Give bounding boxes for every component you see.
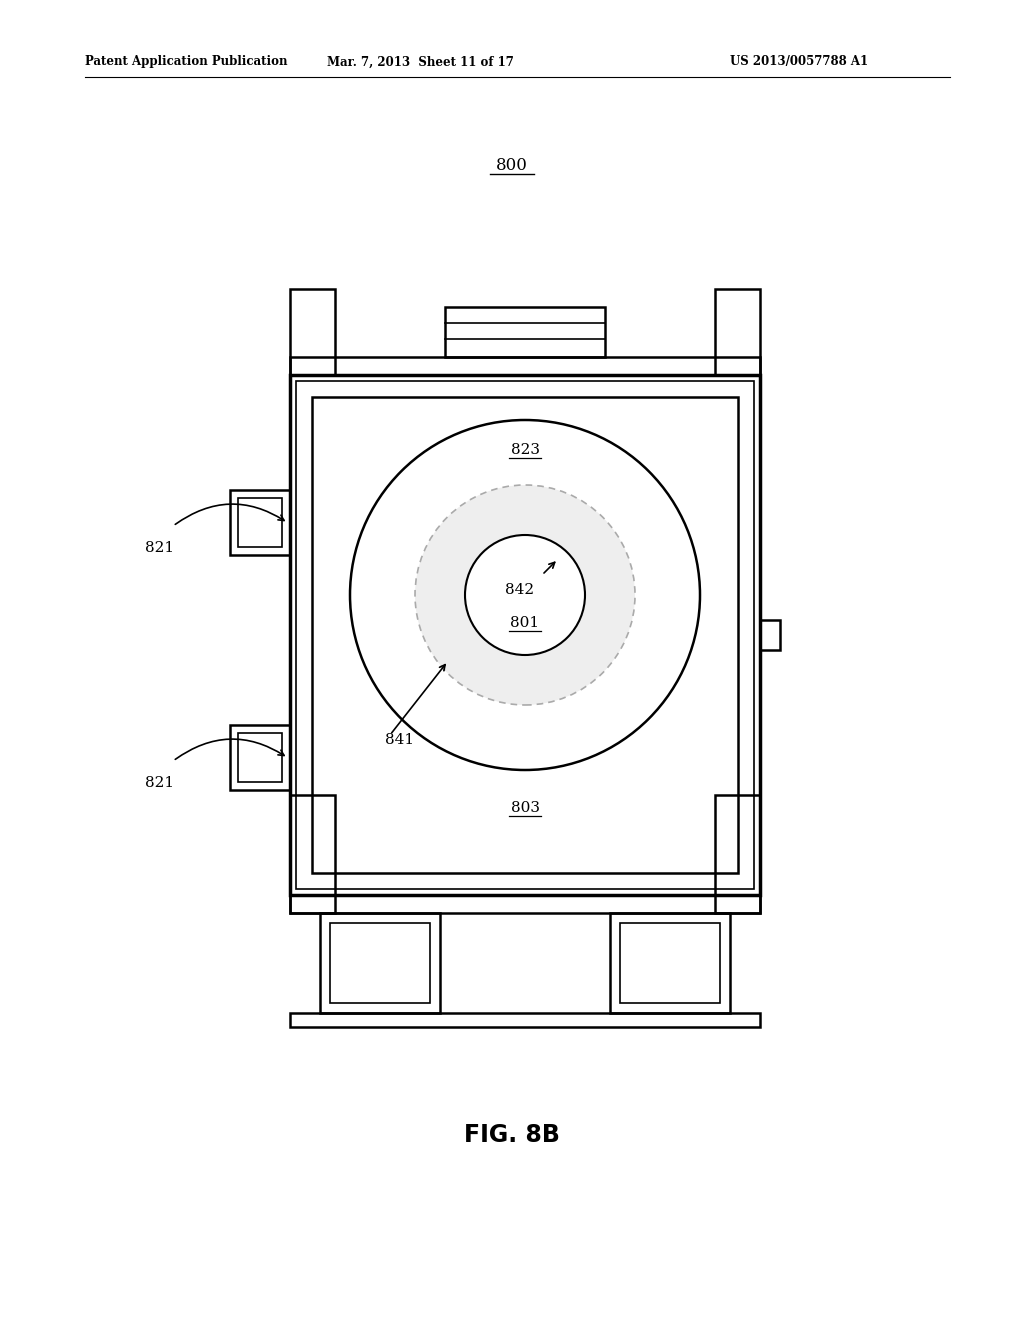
- Bar: [715, 795, 760, 913]
- Bar: [230, 490, 290, 554]
- Bar: [238, 733, 282, 781]
- Circle shape: [465, 535, 585, 655]
- Bar: [620, 923, 720, 1003]
- Bar: [290, 1012, 760, 1027]
- Bar: [296, 381, 754, 888]
- Bar: [610, 913, 730, 1012]
- Bar: [312, 397, 738, 873]
- Bar: [238, 498, 282, 546]
- Text: US 2013/0057788 A1: US 2013/0057788 A1: [730, 55, 868, 69]
- Text: 823: 823: [511, 444, 540, 457]
- Bar: [290, 895, 760, 913]
- Text: 821: 821: [145, 541, 174, 554]
- Bar: [290, 795, 335, 913]
- Bar: [290, 375, 760, 895]
- Text: 800: 800: [496, 157, 528, 173]
- Text: 803: 803: [511, 801, 540, 814]
- Ellipse shape: [415, 484, 635, 705]
- Bar: [290, 356, 760, 375]
- Bar: [290, 289, 335, 375]
- Text: Mar. 7, 2013  Sheet 11 of 17: Mar. 7, 2013 Sheet 11 of 17: [327, 55, 513, 69]
- Bar: [319, 913, 440, 1012]
- Bar: [445, 308, 605, 356]
- Text: 842: 842: [506, 583, 535, 597]
- Text: 801: 801: [510, 616, 540, 630]
- Bar: [330, 923, 430, 1003]
- Bar: [230, 725, 290, 789]
- Text: Patent Application Publication: Patent Application Publication: [85, 55, 288, 69]
- Bar: [715, 289, 760, 375]
- Bar: [760, 620, 780, 649]
- Text: 821: 821: [145, 776, 174, 789]
- Text: 841: 841: [385, 733, 414, 747]
- Text: FIG. 8B: FIG. 8B: [464, 1123, 560, 1147]
